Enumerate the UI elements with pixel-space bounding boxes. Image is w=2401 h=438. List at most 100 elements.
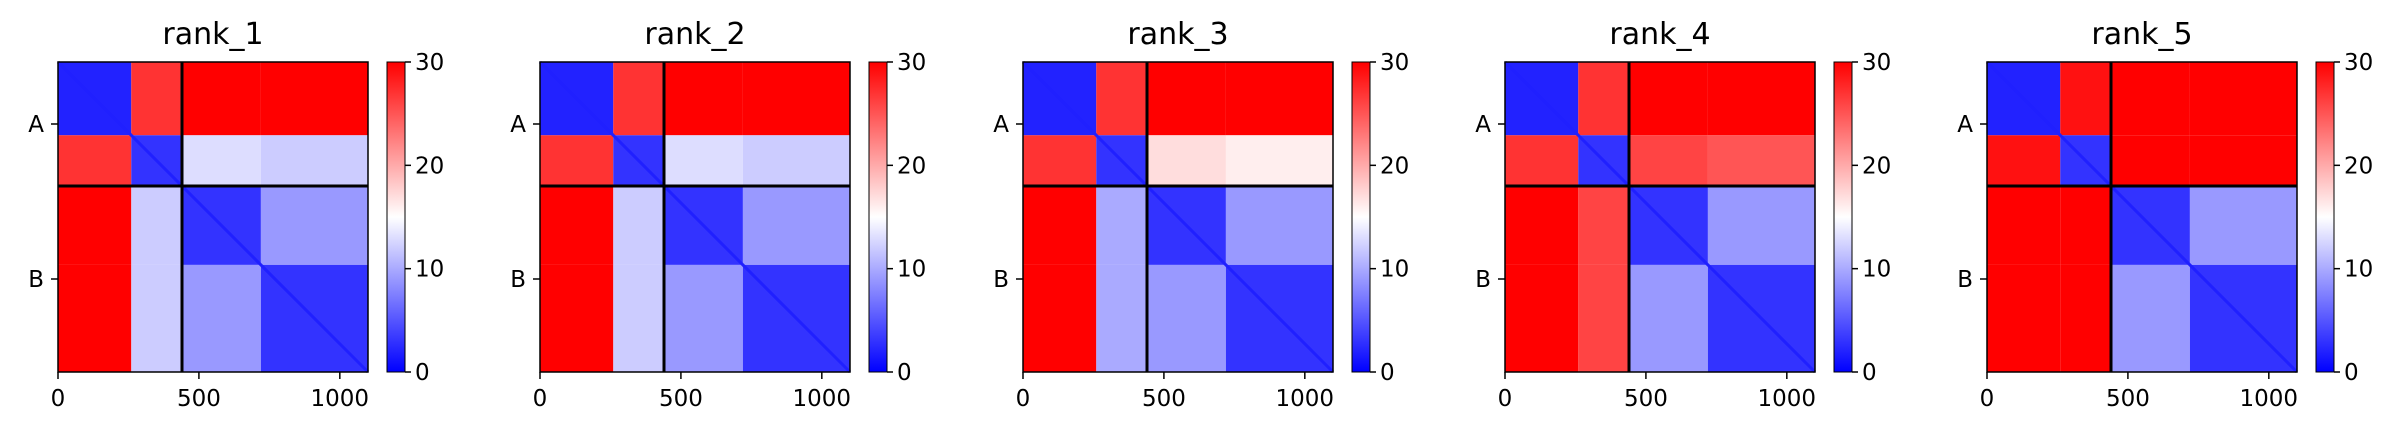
heatmap-cell-3-0 bbox=[58, 264, 132, 372]
heatmap-cell-0-2 bbox=[182, 62, 261, 136]
colorbar bbox=[1351, 61, 1371, 373]
heatmap-cell-3-2 bbox=[182, 264, 261, 372]
panel-rank_2: rank_2 0 500 1000 A B 0 10 20 30 bbox=[510, 17, 926, 412]
heatmap-cell-0-3 bbox=[2189, 62, 2297, 136]
heatmap-cell-1-2 bbox=[664, 135, 743, 186]
x-tick-label: 500 bbox=[659, 386, 703, 412]
heatmap-cell-0-1 bbox=[613, 62, 664, 136]
panel-rank_5: rank_5 0 500 1000 A B 0 10 20 30 bbox=[1957, 17, 2373, 412]
colorbar-tick-label: 10 bbox=[415, 257, 444, 283]
x-tick-label: 0 bbox=[1498, 386, 1513, 412]
heatmap-cell-2-1 bbox=[2060, 186, 2111, 265]
heatmap-cell-1-2 bbox=[1629, 135, 1708, 186]
heatmap-cell-2-0 bbox=[1023, 186, 1097, 265]
panel-title: rank_5 bbox=[2091, 17, 2192, 52]
colorbar bbox=[1833, 61, 1853, 373]
heatmap-cell-3-1 bbox=[1096, 264, 1147, 372]
heatmap-cell-3-2 bbox=[1147, 264, 1226, 372]
heatmap-cell-1-2 bbox=[2111, 135, 2190, 186]
heatmap-cell-1-0 bbox=[540, 135, 614, 186]
panel-rank_1: rank_1 0 500 1000 A B 0 10 20 30 bbox=[28, 17, 444, 412]
x-tick-label: 500 bbox=[177, 386, 221, 412]
axes-frame bbox=[539, 61, 851, 373]
x-tick-label: 0 bbox=[533, 386, 548, 412]
heatmap-cell-3-1 bbox=[2060, 264, 2111, 372]
diagonal-line bbox=[56, 60, 370, 374]
y-tick-label-A: A bbox=[510, 112, 526, 138]
y-tick-label-B: B bbox=[510, 267, 526, 293]
heatmap-cell-0-2 bbox=[1147, 62, 1226, 136]
heatmap-cell-3-0 bbox=[1505, 264, 1579, 372]
panel-rank_3: rank_3 0 500 1000 A B 0 10 20 30 bbox=[993, 17, 1409, 412]
x-tick-label: 500 bbox=[1624, 386, 1668, 412]
colorbar-tick-label: 0 bbox=[1862, 360, 1877, 386]
heatmap-cell-2-3 bbox=[260, 186, 368, 265]
heatmap-cell-1-0 bbox=[58, 135, 132, 186]
colorbar-tick-label: 20 bbox=[1862, 153, 1891, 179]
heatmap-cell-3-2 bbox=[1629, 264, 1708, 372]
colorbar-tick-label: 10 bbox=[2344, 257, 2373, 283]
heatmap-cell-0-3 bbox=[1225, 62, 1333, 136]
heatmap-cell-1-3 bbox=[742, 135, 850, 186]
y-tick-label-A: A bbox=[1475, 112, 1491, 138]
axes-frame bbox=[1504, 61, 1816, 373]
heatmap-cell-3-2 bbox=[2111, 264, 2190, 372]
y-tick-label-B: B bbox=[1957, 267, 1973, 293]
colorbar-tick-label: 10 bbox=[1862, 257, 1891, 283]
heatmap-cell-3-2 bbox=[664, 264, 743, 372]
diagonal-line bbox=[1985, 60, 2299, 374]
colorbar-tick-label: 20 bbox=[1380, 153, 1409, 179]
heatmap-cell-2-0 bbox=[1987, 186, 2061, 265]
heatmap-cell-1-0 bbox=[1505, 135, 1579, 186]
x-tick-label: 500 bbox=[1142, 386, 1186, 412]
x-tick-label: 0 bbox=[1980, 386, 1995, 412]
colorbar-tick-label: 20 bbox=[897, 153, 926, 179]
colorbar-tick-label: 0 bbox=[2344, 360, 2359, 386]
heatmap-cell-3-1 bbox=[131, 264, 182, 372]
y-tick-label-A: A bbox=[1957, 112, 1973, 138]
axes-frame bbox=[1022, 61, 1334, 373]
heatmap-cell-0-3 bbox=[1707, 62, 1815, 136]
heatmap-cell-1-0 bbox=[1023, 135, 1097, 186]
heatmap-cell-2-1 bbox=[613, 186, 664, 265]
heatmap-cell-2-3 bbox=[2189, 186, 2297, 265]
heatmap-cell-1-2 bbox=[1147, 135, 1226, 186]
colorbar-tick-label: 30 bbox=[415, 50, 444, 76]
panel-title: rank_3 bbox=[1127, 17, 1228, 52]
colorbar-tick-label: 0 bbox=[897, 360, 912, 386]
colorbar-tick-label: 20 bbox=[2344, 153, 2373, 179]
colorbar-tick-label: 30 bbox=[2344, 50, 2373, 76]
heatmap-cell-3-0 bbox=[540, 264, 614, 372]
heatmap-cell-0-3 bbox=[260, 62, 368, 136]
x-tick-label: 500 bbox=[2106, 386, 2150, 412]
heatmap-cell-2-1 bbox=[1578, 186, 1629, 265]
axes-frame bbox=[1986, 61, 2298, 373]
diagonal-line bbox=[538, 60, 852, 374]
colorbar bbox=[868, 61, 888, 373]
panel-title: rank_1 bbox=[162, 17, 263, 52]
heatmap-cell-0-1 bbox=[1096, 62, 1147, 136]
colorbar-tick-label: 10 bbox=[1380, 257, 1409, 283]
heatmap-cell-0-2 bbox=[664, 62, 743, 136]
panel-title: rank_2 bbox=[644, 17, 745, 52]
heatmap-cell-0-1 bbox=[131, 62, 182, 136]
heatmap-cell-2-0 bbox=[1505, 186, 1579, 265]
heatmap-cell-3-1 bbox=[1578, 264, 1629, 372]
heatmap-cell-1-0 bbox=[1987, 135, 2061, 186]
colorbar-tick-label: 30 bbox=[897, 50, 926, 76]
x-tick-label: 1000 bbox=[311, 386, 370, 412]
colorbar-tick-label: 20 bbox=[415, 153, 444, 179]
heatmap-cell-2-1 bbox=[1096, 186, 1147, 265]
heatmap-cell-0-2 bbox=[1629, 62, 1708, 136]
colorbar-tick-label: 10 bbox=[897, 257, 926, 283]
axes-frame bbox=[57, 61, 369, 373]
panel-title: rank_4 bbox=[1609, 17, 1710, 52]
heatmap-cell-0-3 bbox=[742, 62, 850, 136]
y-tick-label-A: A bbox=[28, 112, 44, 138]
colorbar-tick-label: 30 bbox=[1380, 50, 1409, 76]
heatmap-cell-1-3 bbox=[2189, 135, 2297, 186]
heatmap-cell-3-0 bbox=[1023, 264, 1097, 372]
colorbar-tick-label: 0 bbox=[1380, 360, 1395, 386]
x-tick-label: 1000 bbox=[1276, 386, 1335, 412]
